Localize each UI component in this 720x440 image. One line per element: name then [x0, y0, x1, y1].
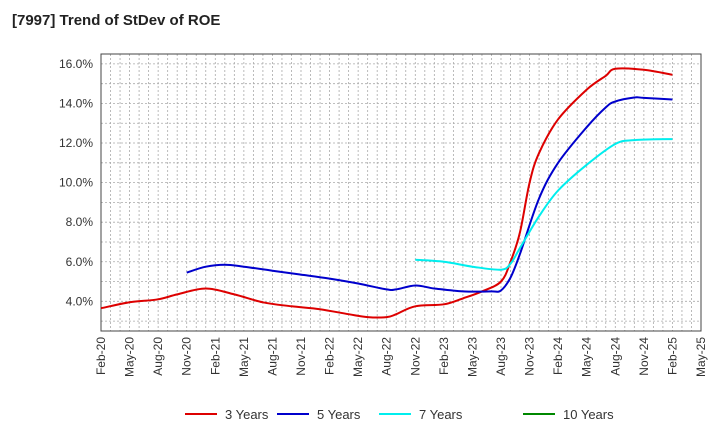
y-tick-label: 8.0%	[66, 215, 94, 229]
x-tick-label: Feb-21	[208, 337, 222, 375]
legend-label-7-years: 7 Years	[419, 407, 463, 422]
series-line-7-years	[415, 138, 673, 271]
y-tick-label: 12.0%	[59, 136, 93, 150]
x-tick-label: Nov-23	[523, 337, 537, 376]
x-tick-label: May-24	[580, 337, 594, 377]
plot-frame	[100, 53, 702, 332]
x-axis-ticks: Feb-20 May-20 Aug-20 Nov-20 Feb-21 May-21 Aug-…	[94, 337, 708, 377]
y-axis-ticks: 4.0% 6.0% 8.0% 10.0% 12.0% 14.0% 16.0%	[59, 57, 93, 308]
y-tick-label: 10.0%	[59, 176, 93, 190]
y-tick-label: 6.0%	[66, 255, 94, 269]
x-tick-label: May-20	[123, 337, 137, 377]
x-tick-label: Aug-24	[608, 337, 622, 376]
x-tick-label: Nov-24	[637, 337, 651, 376]
grid	[101, 54, 701, 331]
legend: 3 Years 5 Years 7 Years 10 Years	[185, 407, 614, 422]
x-tick-label: May-23	[465, 337, 479, 377]
series-lines	[100, 67, 673, 319]
x-tick-label: May-22	[351, 337, 365, 377]
x-tick-label: Nov-22	[408, 337, 422, 376]
x-tick-label: Aug-20	[151, 337, 165, 376]
x-tick-label: Nov-20	[180, 337, 194, 376]
x-tick-label: Feb-20	[94, 337, 108, 375]
chart-title: [7997] Trend of StDev of ROE	[12, 12, 221, 29]
x-tick-label: Nov-21	[294, 337, 308, 376]
x-tick-label: Aug-21	[265, 337, 279, 376]
y-tick-label: 16.0%	[59, 57, 93, 71]
legend-label-10-years: 10 Years	[563, 407, 614, 422]
x-tick-label: Aug-23	[494, 337, 508, 376]
x-tick-label: May-25	[694, 337, 708, 377]
x-tick-label: Feb-23	[437, 337, 451, 375]
y-tick-label: 4.0%	[66, 294, 94, 308]
legend-label-3-years: 3 Years	[225, 407, 269, 422]
x-tick-label: May-21	[237, 337, 251, 377]
series-line-3-years	[100, 67, 673, 319]
x-tick-label: Feb-25	[665, 337, 679, 375]
y-tick-label: 14.0%	[59, 96, 93, 110]
x-tick-label: Feb-22	[323, 337, 337, 375]
legend-label-5-years: 5 Years	[317, 407, 361, 422]
x-tick-label: Aug-22	[380, 337, 394, 376]
x-tick-label: Feb-24	[551, 337, 565, 375]
series-line-5-years	[186, 96, 673, 293]
